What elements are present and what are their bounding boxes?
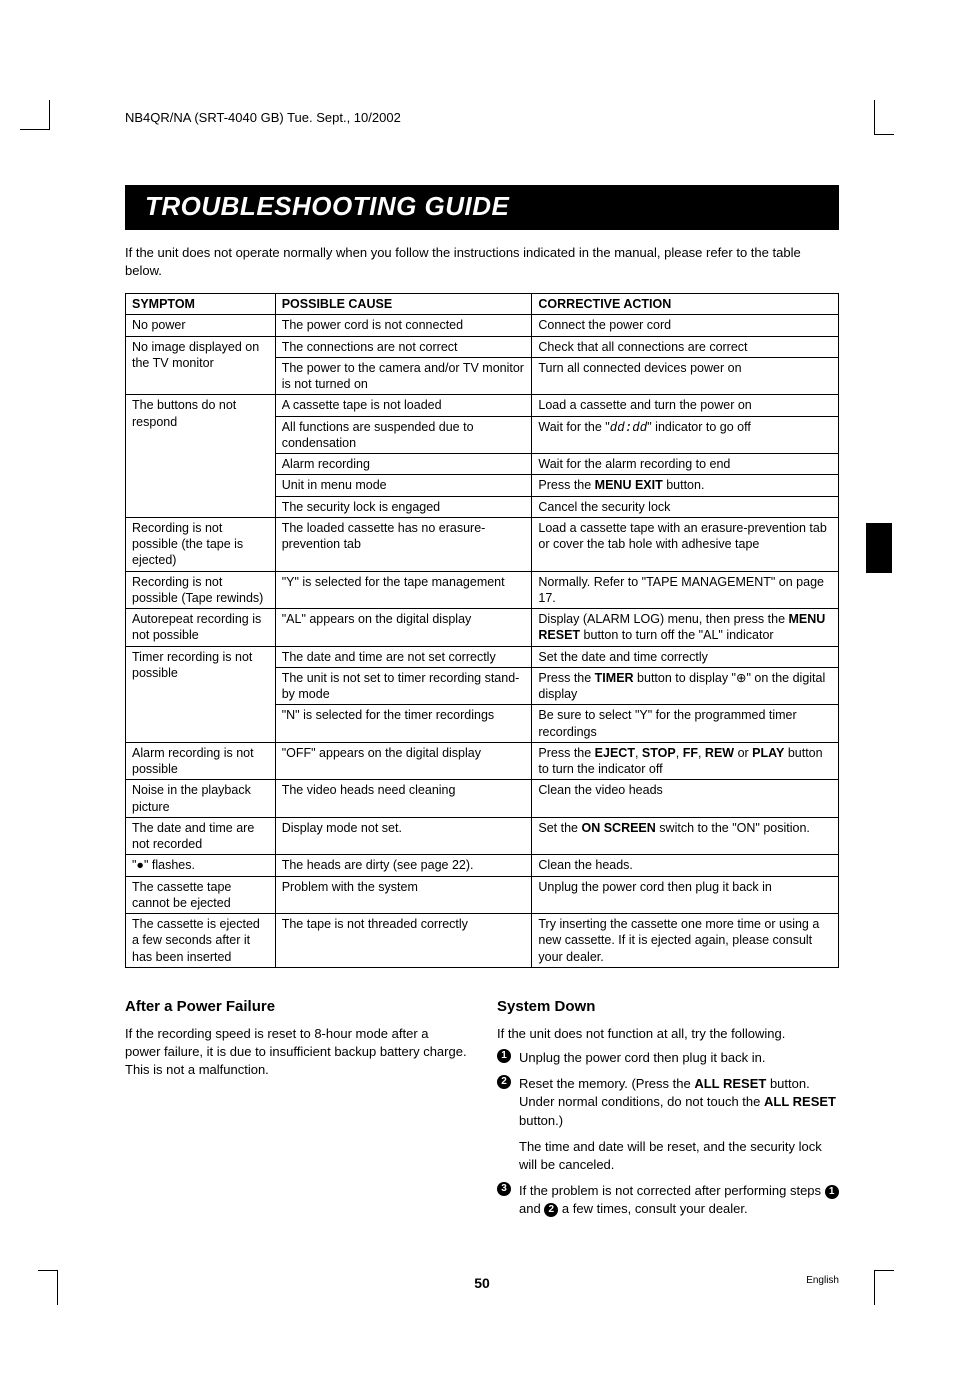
action-cell: Clean the video heads — [532, 780, 839, 818]
step-2-text: Reset the memory. (Press the ALL RESET b… — [519, 1075, 839, 1130]
page-number: 50 — [474, 1275, 490, 1291]
circled-2-icon: 2 — [544, 1203, 558, 1217]
table-row: Recording is not possible (Tape rewinds)… — [126, 571, 839, 609]
after-power-failure-section: After a Power Failure If the recording s… — [125, 996, 467, 1227]
circled-3-icon: 3 — [497, 1182, 511, 1196]
cause-cell: The unit is not set to timer recording s… — [275, 667, 532, 705]
circled-1-icon: 1 — [497, 1049, 511, 1063]
table-row: The cassette tape cannot be ejectedProbl… — [126, 876, 839, 914]
cause-cell: The power to the camera and/or TV monito… — [275, 357, 532, 395]
action-cell: Load a cassette and turn the power on — [532, 395, 839, 416]
th-action: CORRECTIVE ACTION — [532, 294, 839, 315]
cause-cell: "Y" is selected for the tape management — [275, 571, 532, 609]
cause-cell: "N" is selected for the timer recordings — [275, 705, 532, 743]
cause-cell: A cassette tape is not loaded — [275, 395, 532, 416]
step-3-text: If the problem is not corrected after pe… — [519, 1182, 839, 1218]
circled-1-icon: 1 — [825, 1185, 839, 1199]
table-row: Timer recording is not possibleThe date … — [126, 646, 839, 667]
symptom-cell: Recording is not possible (Tape rewinds) — [126, 571, 276, 609]
cause-cell: The heads are dirty (see page 22). — [275, 855, 532, 876]
system-down-heading: System Down — [497, 996, 839, 1017]
symptom-cell: The cassette is ejected a few seconds af… — [126, 914, 276, 968]
table-row: The cassette is ejected a few seconds af… — [126, 914, 839, 968]
cause-cell: The power cord is not connected — [275, 315, 532, 336]
cause-cell: The tape is not threaded correctly — [275, 914, 532, 968]
page-footer: 50 English — [125, 1275, 839, 1295]
action-cell: Wait for the alarm recording to end — [532, 454, 839, 475]
table-row: Alarm recording is not possible"OFF" app… — [126, 742, 839, 780]
table-row: No powerThe power cord is not connectedC… — [126, 315, 839, 336]
cause-cell: The connections are not correct — [275, 336, 532, 357]
table-row: Autorepeat recording is not possible"AL"… — [126, 609, 839, 647]
after-power-body: If the recording speed is reset to 8-hou… — [125, 1025, 467, 1080]
table-row: The date and time are not recordedDispla… — [126, 817, 839, 855]
intro-text: If the unit does not operate normally wh… — [125, 244, 839, 279]
system-down-intro: If the unit does not function at all, tr… — [497, 1025, 839, 1043]
cause-cell: Problem with the system — [275, 876, 532, 914]
language-label: English — [806, 1275, 839, 1286]
cause-cell: All functions are suspended due to conde… — [275, 416, 532, 454]
action-cell: Check that all connections are correct — [532, 336, 839, 357]
action-cell: Set the ON SCREEN switch to the "ON" pos… — [532, 817, 839, 855]
cause-cell: Unit in menu mode — [275, 475, 532, 496]
action-cell: Press the TIMER button to display "⊕" on… — [532, 667, 839, 705]
system-down-section: System Down If the unit does not functio… — [497, 996, 839, 1227]
header-code: NB4QR/NA (SRT-4040 GB) Tue. Sept., 10/20… — [125, 110, 839, 125]
symptom-cell: The cassette tape cannot be ejected — [126, 876, 276, 914]
troubleshooting-table: SYMPTOM POSSIBLE CAUSE CORRECTIVE ACTION… — [125, 293, 839, 968]
action-cell: Load a cassette tape with an erasure-pre… — [532, 517, 839, 571]
symptom-cell: Noise in the playback picture — [126, 780, 276, 818]
step-2: 2 Reset the memory. (Press the ALL RESET… — [497, 1075, 839, 1130]
symptom-cell: Recording is not possible (the tape is e… — [126, 517, 276, 571]
table-row: The buttons do not respondA cassette tap… — [126, 395, 839, 416]
table-header-row: SYMPTOM POSSIBLE CAUSE CORRECTIVE ACTION — [126, 294, 839, 315]
page-content: NB4QR/NA (SRT-4040 GB) Tue. Sept., 10/20… — [0, 0, 954, 1385]
circled-2-icon: 2 — [497, 1075, 511, 1089]
side-tab — [866, 523, 892, 573]
action-cell: Be sure to select "Y" for the programmed… — [532, 705, 839, 743]
action-cell: Set the date and time correctly — [532, 646, 839, 667]
table-row: Noise in the playback pictureThe video h… — [126, 780, 839, 818]
page-title: TROUBLESHOOTING GUIDE — [125, 185, 839, 230]
action-cell: Connect the power cord — [532, 315, 839, 336]
action-cell: Try inserting the cassette one more time… — [532, 914, 839, 968]
symptom-cell: Autorepeat recording is not possible — [126, 609, 276, 647]
action-cell: Display (ALARM LOG) menu, then press the… — [532, 609, 839, 647]
action-cell: Cancel the security lock — [532, 496, 839, 517]
th-cause: POSSIBLE CAUSE — [275, 294, 532, 315]
action-cell: Press the MENU EXIT button. — [532, 475, 839, 496]
table-row: "●" flashes.The heads are dirty (see pag… — [126, 855, 839, 876]
cause-cell: The loaded cassette has no erasure-preve… — [275, 517, 532, 571]
action-cell: Turn all connected devices power on — [532, 357, 839, 395]
cause-cell: Alarm recording — [275, 454, 532, 475]
table-row: No image displayed on the TV monitorThe … — [126, 336, 839, 357]
step-1-text: Unplug the power cord then plug it back … — [519, 1049, 765, 1067]
cause-cell: The security lock is engaged — [275, 496, 532, 517]
action-cell: Normally. Refer to "TAPE MANAGEMENT" on … — [532, 571, 839, 609]
th-symptom: SYMPTOM — [126, 294, 276, 315]
symptom-cell: The buttons do not respond — [126, 395, 276, 518]
step-3: 3 If the problem is not corrected after … — [497, 1182, 839, 1218]
symptom-cell: Alarm recording is not possible — [126, 742, 276, 780]
action-cell: Clean the heads. — [532, 855, 839, 876]
action-cell: Wait for the "dd:dd" indicator to go off — [532, 416, 839, 454]
action-cell: Press the EJECT, STOP, FF, REW or PLAY b… — [532, 742, 839, 780]
after-power-heading: After a Power Failure — [125, 996, 467, 1017]
action-cell: Unplug the power cord then plug it back … — [532, 876, 839, 914]
step-2-note: The time and date will be reset, and the… — [519, 1138, 839, 1174]
step-1: 1 Unplug the power cord then plug it bac… — [497, 1049, 839, 1067]
symptom-cell: The date and time are not recorded — [126, 817, 276, 855]
cause-cell: The video heads need cleaning — [275, 780, 532, 818]
cause-cell: Display mode not set. — [275, 817, 532, 855]
symptom-cell: Timer recording is not possible — [126, 646, 276, 742]
cause-cell: "AL" appears on the digital display — [275, 609, 532, 647]
symptom-cell: No image displayed on the TV monitor — [126, 336, 276, 395]
symptom-cell: "●" flashes. — [126, 855, 276, 876]
cause-cell: "OFF" appears on the digital display — [275, 742, 532, 780]
symptom-cell: No power — [126, 315, 276, 336]
cause-cell: The date and time are not set correctly — [275, 646, 532, 667]
table-row: Recording is not possible (the tape is e… — [126, 517, 839, 571]
